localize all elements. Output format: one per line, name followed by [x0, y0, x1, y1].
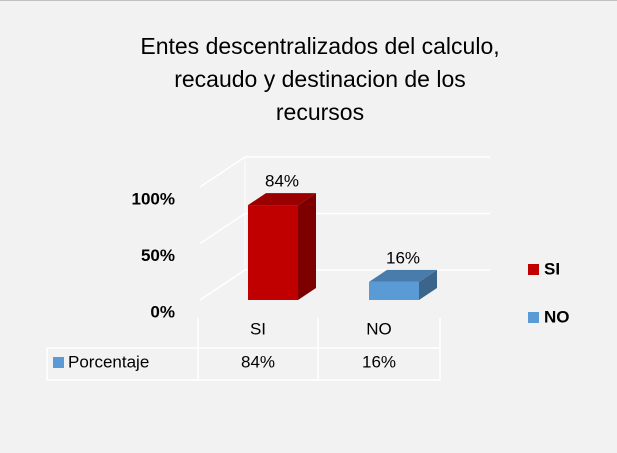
x-tick-label: SI: [250, 319, 266, 338]
chart-title: Entes descentralizados del calculo, recau…: [140, 33, 499, 125]
bar-side: [298, 193, 316, 300]
y-tick-label: 50%: [141, 246, 175, 265]
data-label: 84%: [265, 172, 299, 191]
y-tick-label: 100%: [132, 189, 175, 208]
legend-label: NO: [544, 307, 570, 326]
x-tick-label: NO: [366, 319, 392, 338]
table-row-header: Porcentaje: [68, 352, 149, 371]
grid-line: [199, 212, 490, 245]
bar-top: [248, 193, 316, 206]
data-label: 16%: [386, 248, 420, 267]
bar-top: [369, 269, 437, 282]
legend-key: [528, 264, 539, 275]
grid-line: [199, 156, 490, 188]
bar: [248, 205, 298, 300]
legend-key: [528, 312, 539, 323]
legend-label: SI: [544, 259, 560, 278]
table-legend-key: [53, 357, 64, 368]
bar-side: [419, 269, 437, 300]
table-cell: 84%: [241, 352, 275, 371]
bar: [369, 281, 419, 300]
table-cell: 16%: [362, 352, 396, 371]
y-tick-label: 0%: [150, 302, 175, 321]
